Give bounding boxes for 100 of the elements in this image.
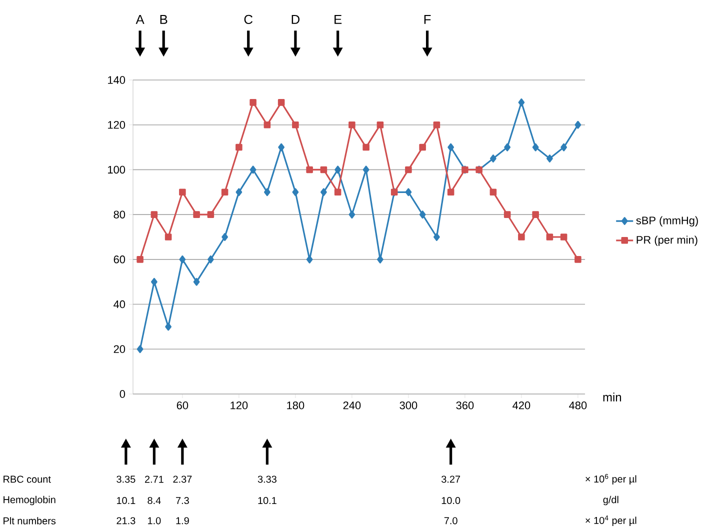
text: 10.1 <box>117 497 136 504</box>
point <box>532 211 539 218</box>
point <box>574 256 582 263</box>
text: E <box>334 14 342 24</box>
text: 8.4 <box>148 497 161 504</box>
point <box>236 188 242 196</box>
point <box>532 143 539 152</box>
text: A <box>136 14 144 24</box>
point <box>250 99 256 106</box>
point <box>222 233 228 241</box>
point <box>433 233 440 241</box>
point <box>221 188 228 196</box>
point <box>193 211 200 218</box>
x-tick-label: 360 <box>456 402 474 410</box>
text: g/dl <box>603 496 618 506</box>
point <box>546 154 553 162</box>
point <box>179 188 186 196</box>
point <box>362 144 370 151</box>
point <box>193 278 200 286</box>
text: Hemoglobin <box>4 496 56 506</box>
point <box>419 210 426 219</box>
point <box>419 144 426 151</box>
point <box>150 278 158 286</box>
point <box>292 188 299 196</box>
point <box>348 210 356 219</box>
point <box>348 121 356 128</box>
x-tick-label: 480 <box>569 402 587 410</box>
text: B <box>160 14 168 24</box>
point <box>136 345 144 354</box>
point <box>320 188 327 196</box>
point <box>334 166 342 174</box>
point <box>264 188 270 196</box>
point <box>136 256 144 263</box>
legend-label: sBP (mmHg) <box>636 216 698 227</box>
point <box>306 166 313 174</box>
text: 3.27 <box>441 476 460 483</box>
text: 3.35 <box>116 476 136 483</box>
point <box>504 143 511 152</box>
point <box>179 255 186 264</box>
x-tick-label: 420 <box>512 402 530 410</box>
point <box>334 188 342 196</box>
text: 7.0 <box>444 517 458 524</box>
text: 10.1 <box>258 497 276 504</box>
text: Plt numbers <box>4 517 56 524</box>
point <box>490 154 496 162</box>
x-tick-label: 60 <box>176 402 188 410</box>
point <box>250 166 256 174</box>
point <box>518 98 525 106</box>
point <box>320 166 328 174</box>
text: × 10$^{4}$ per µl <box>586 515 636 526</box>
x-tick-label: 300 <box>400 402 418 410</box>
y-tick-label: 0 <box>120 390 126 398</box>
text: 10.0 <box>442 497 460 504</box>
y-tick-label: 40 <box>114 300 126 308</box>
text: RBC count <box>4 476 51 483</box>
point <box>278 143 285 152</box>
y-tick-label: 60 <box>114 256 126 264</box>
point <box>546 234 554 240</box>
point <box>405 166 412 174</box>
text: C <box>244 14 253 24</box>
point <box>376 121 384 128</box>
text: 1.9 <box>176 517 189 524</box>
point <box>518 234 525 240</box>
text: 2.37 <box>173 476 192 483</box>
y-tick-label: 140 <box>108 76 126 84</box>
point <box>150 211 158 218</box>
x-tick-label: 180 <box>287 402 304 410</box>
text: 1.0 <box>148 517 161 524</box>
point <box>560 234 568 240</box>
text: D <box>292 14 300 24</box>
point <box>490 188 497 196</box>
point <box>560 143 568 152</box>
y-tick-label: 120 <box>108 120 126 129</box>
text: 21.3 <box>116 517 136 524</box>
x-tick-label: 240 <box>343 402 361 410</box>
point <box>405 188 412 196</box>
point <box>165 322 172 331</box>
text: F <box>424 14 431 24</box>
point <box>433 121 440 128</box>
x-tick-label: 120 <box>230 402 248 410</box>
y-tick-label: 20 <box>114 345 126 354</box>
point <box>278 99 285 106</box>
point <box>264 121 271 128</box>
x-axis-title: min <box>603 392 622 402</box>
text: 7.3 <box>176 497 189 504</box>
text: × 10$^{6}$ per µl <box>586 474 636 484</box>
y-tick-label: 80 <box>114 210 126 218</box>
legend-label: PR (per min) <box>636 236 698 246</box>
point <box>504 211 511 218</box>
point <box>236 144 242 151</box>
point <box>164 234 172 240</box>
point <box>448 143 454 152</box>
point <box>447 188 454 196</box>
point <box>207 255 214 264</box>
y-tick-label: 100 <box>108 166 126 174</box>
text: 3.33 <box>258 476 276 483</box>
point <box>362 166 370 174</box>
point <box>207 211 214 218</box>
point <box>292 121 299 128</box>
text: 2.71 <box>144 476 164 483</box>
